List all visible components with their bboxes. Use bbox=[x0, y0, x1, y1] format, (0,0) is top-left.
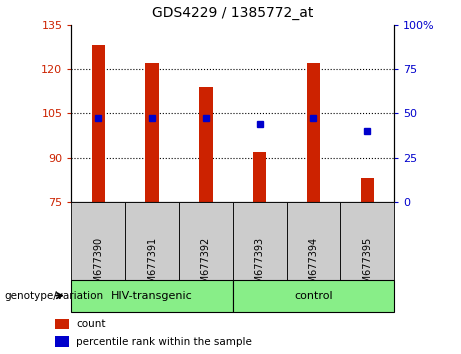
Bar bbox=[361, 178, 374, 202]
Text: GSM677393: GSM677393 bbox=[254, 237, 265, 296]
Bar bbox=[71, 280, 233, 312]
Text: count: count bbox=[76, 319, 106, 329]
Text: GSM677395: GSM677395 bbox=[362, 237, 372, 296]
Bar bbox=[125, 202, 179, 280]
Bar bbox=[233, 280, 394, 312]
Bar bbox=[199, 87, 213, 202]
Text: percentile rank within the sample: percentile rank within the sample bbox=[76, 337, 252, 347]
Bar bbox=[92, 45, 105, 202]
Bar bbox=[233, 202, 287, 280]
Title: GDS4229 / 1385772_at: GDS4229 / 1385772_at bbox=[152, 6, 313, 19]
Text: HIV-transgenic: HIV-transgenic bbox=[111, 291, 193, 301]
Text: GSM677390: GSM677390 bbox=[93, 237, 103, 296]
Bar bbox=[340, 202, 394, 280]
Bar bbox=[145, 63, 159, 202]
Bar bbox=[253, 152, 266, 202]
Bar bbox=[71, 202, 125, 280]
Bar bbox=[287, 202, 340, 280]
Text: GSM677391: GSM677391 bbox=[147, 237, 157, 296]
Bar bbox=[179, 202, 233, 280]
Bar bbox=[55, 336, 69, 347]
Text: GSM677394: GSM677394 bbox=[308, 237, 319, 296]
Text: genotype/variation: genotype/variation bbox=[5, 291, 104, 301]
Bar bbox=[55, 319, 69, 329]
Bar bbox=[307, 63, 320, 202]
Text: control: control bbox=[294, 291, 333, 301]
Text: GSM677392: GSM677392 bbox=[201, 237, 211, 296]
